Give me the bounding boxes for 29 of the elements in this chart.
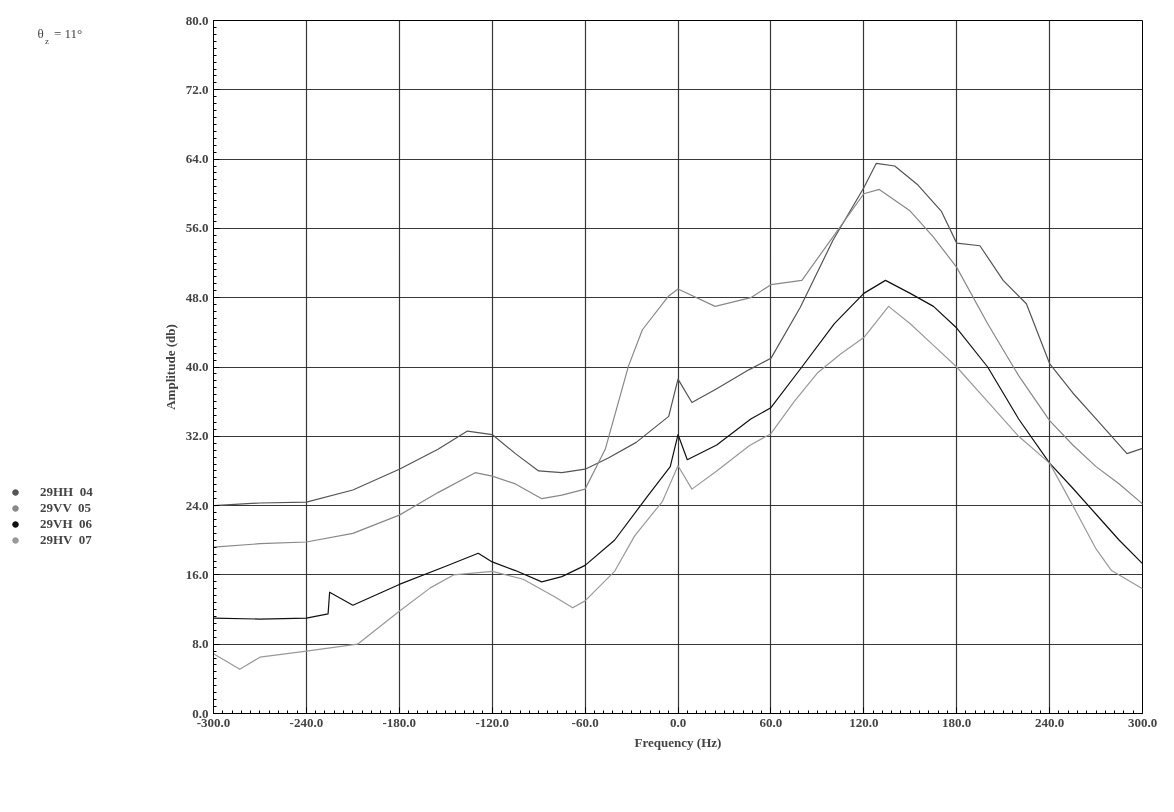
x-tick-label: -240.0	[289, 714, 324, 730]
line-series	[213, 279, 1143, 620]
y-tick-label: 64.0	[185, 151, 209, 167]
line-series	[213, 188, 1143, 548]
y-tick-label: 40.0	[185, 359, 209, 374]
legend-label: 29VV 05	[40, 500, 92, 516]
y-tick-label: 48.0	[185, 289, 209, 305]
y-tick-label: 8.0	[192, 636, 209, 652]
legend-label: 29HH 04	[40, 484, 93, 500]
line-series	[213, 305, 1143, 670]
x-tick-label: 180.0	[942, 714, 972, 730]
x-tick-label: -120.0	[475, 714, 509, 730]
legend-label: 29HV 07	[40, 532, 92, 548]
y-tick-label: 56.0	[185, 220, 209, 236]
legend-label: 29VH 06	[40, 516, 92, 532]
x-tick-label: 120.0	[849, 714, 879, 730]
x-tick-label: 240.0	[1034, 714, 1065, 730]
x-tick-label: 60.0	[759, 714, 783, 730]
x-tick-label: -180.0	[382, 714, 417, 730]
x-axis-title: Frequency (Hz)	[634, 734, 722, 750]
x-tick-label: 300.0	[1127, 714, 1158, 730]
x-tick-label: -60.0	[571, 714, 599, 730]
y-tick-label: 72.0	[185, 81, 209, 97]
y-tick-label: 24.0	[185, 497, 209, 513]
y-axis-title: Amplitude (db)	[162, 324, 178, 410]
x-tick-label: 0.0	[669, 714, 687, 730]
y-tick-label: 16.0	[185, 566, 209, 582]
y-tick-label: 80.0	[185, 12, 209, 28]
y-tick-label: 32.0	[185, 428, 209, 444]
